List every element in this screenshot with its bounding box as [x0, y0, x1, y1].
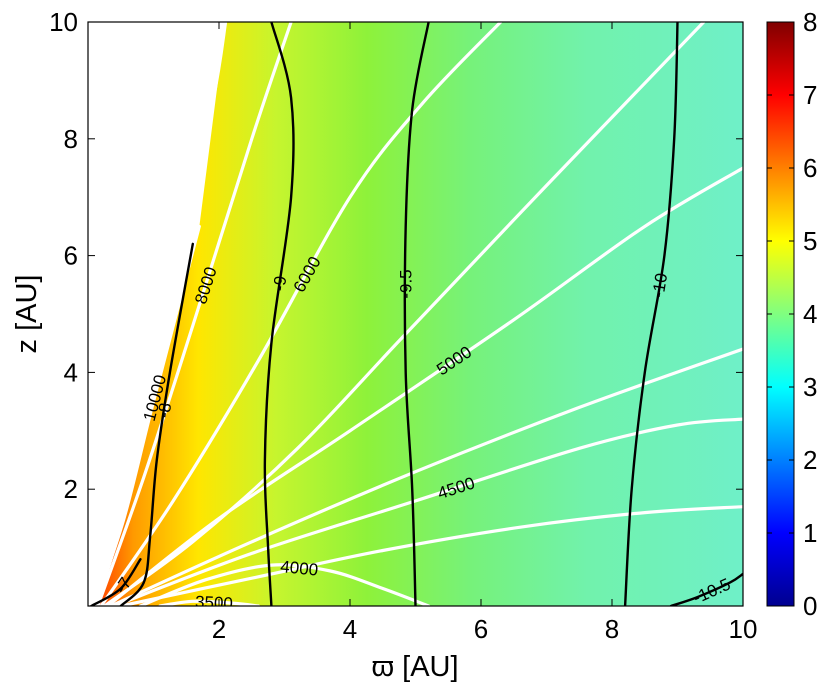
white-contour-line [158, 599, 260, 606]
colorbar-ticks: 0 1 2 3 4 5 6 7 8 [767, 7, 817, 621]
white-contour-label: 3500 [195, 592, 234, 613]
x-tick-label: 6 [474, 614, 488, 644]
plot-frame [87, 21, 744, 607]
x-axis-label: ϖ [AU] [371, 651, 458, 683]
white-contours [92, 22, 743, 606]
white-contour-line [94, 22, 228, 606]
colorbar-tick-label: 5 [803, 226, 817, 256]
black-contour-line [403, 22, 430, 606]
white-contour-line [119, 505, 743, 606]
y-axis-label: z [AU] [11, 275, 43, 354]
black-contour-line [669, 572, 743, 606]
colorbar-tick-label: 8 [803, 7, 817, 37]
colorbar-tick-label: 6 [803, 153, 817, 183]
y-tick-label: 4 [64, 357, 78, 387]
white-contour-line [109, 347, 743, 606]
black-contours [90, 22, 743, 606]
colorbar-tick-label: 2 [803, 445, 817, 475]
white-contour-line [99, 22, 503, 606]
black-contour-label: -10 [648, 272, 671, 299]
black-contour-line [119, 242, 194, 606]
white-contour-label: 4000 [279, 557, 319, 580]
colorbar-tick-label: 7 [803, 80, 817, 110]
x-tick-label: 8 [605, 614, 619, 644]
black-contour-label: -9.5 [397, 269, 416, 298]
x-axis-ticks: 2 4 6 8 10 [212, 22, 758, 644]
black-contour-line [623, 22, 679, 606]
x-tick-label: 10 [729, 614, 758, 644]
black-contour-label: -9 [269, 275, 290, 293]
y-tick-label: 8 [64, 124, 78, 154]
y-tick-label: 6 [64, 241, 78, 271]
colorbar-tick-label: 0 [803, 591, 817, 621]
colorbar-tick-label: 3 [803, 372, 817, 402]
y-tick-label: 10 [49, 7, 78, 37]
white-contour-line [138, 563, 431, 606]
white-contour-line [112, 417, 743, 606]
x-tick-label: 4 [343, 614, 357, 644]
black-contour-line [90, 558, 142, 606]
black-contour-label: -8 [154, 401, 175, 419]
colorbar-tick-label: 1 [803, 518, 817, 548]
black-contour-line [263, 22, 295, 606]
x-tick-label: 2 [212, 614, 226, 644]
colorbar-tick-label: 4 [803, 299, 817, 329]
white-contour-line [106, 166, 743, 606]
y-tick-label: 2 [64, 474, 78, 504]
white-contour-line [102, 22, 706, 606]
colorbar: 0 1 2 3 4 5 6 7 8 [766, 7, 817, 621]
white-contour-line [96, 22, 293, 606]
y-axis-ticks: 2 4 6 8 10 [49, 7, 743, 504]
heatmap-field [94, 22, 743, 606]
